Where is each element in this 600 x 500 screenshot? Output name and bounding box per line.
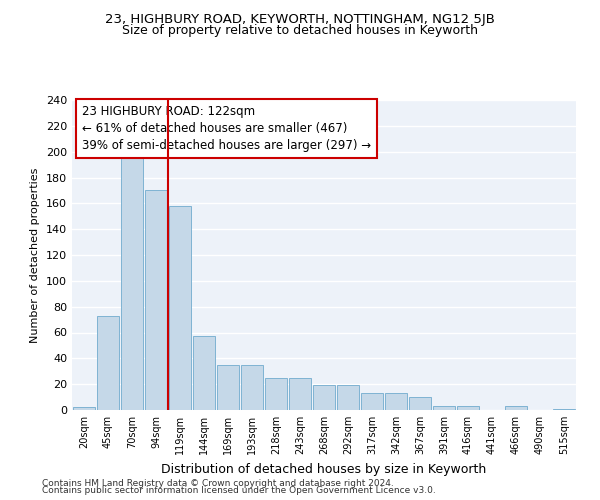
Bar xyxy=(409,397,431,410)
Y-axis label: Number of detached properties: Number of detached properties xyxy=(31,168,40,342)
Bar xyxy=(385,393,407,410)
Text: 23, HIGHBURY ROAD, KEYWORTH, NOTTINGHAM, NG12 5JB: 23, HIGHBURY ROAD, KEYWORTH, NOTTINGHAM,… xyxy=(105,12,495,26)
Bar xyxy=(73,408,95,410)
Text: Contains public sector information licensed under the Open Government Licence v3: Contains public sector information licen… xyxy=(42,486,436,495)
Bar xyxy=(337,386,359,410)
Bar xyxy=(193,336,215,410)
Bar xyxy=(313,386,335,410)
Bar xyxy=(169,206,191,410)
Bar xyxy=(121,156,143,410)
Bar xyxy=(97,316,119,410)
Text: Contains HM Land Registry data © Crown copyright and database right 2024.: Contains HM Land Registry data © Crown c… xyxy=(42,478,394,488)
Bar xyxy=(361,393,383,410)
Text: 23 HIGHBURY ROAD: 122sqm
← 61% of detached houses are smaller (467)
39% of semi-: 23 HIGHBURY ROAD: 122sqm ← 61% of detach… xyxy=(82,104,371,152)
Bar xyxy=(217,365,239,410)
Bar xyxy=(241,365,263,410)
Bar xyxy=(289,378,311,410)
X-axis label: Distribution of detached houses by size in Keyworth: Distribution of detached houses by size … xyxy=(161,462,487,475)
Bar xyxy=(457,406,479,410)
Bar xyxy=(265,378,287,410)
Bar xyxy=(505,406,527,410)
Bar xyxy=(145,190,167,410)
Bar xyxy=(553,408,575,410)
Bar xyxy=(433,406,455,410)
Text: Size of property relative to detached houses in Keyworth: Size of property relative to detached ho… xyxy=(122,24,478,37)
